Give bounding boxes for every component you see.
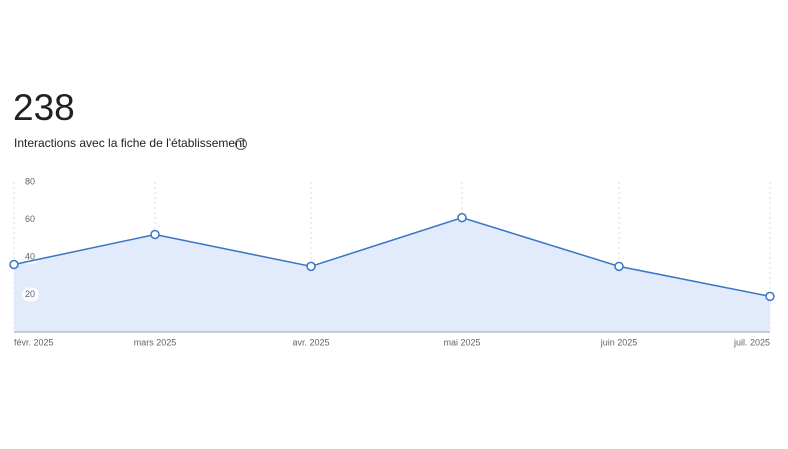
info-icon[interactable] <box>235 138 247 150</box>
x-tick-label: mai 2025 <box>443 337 480 347</box>
y-tick-label: 80 <box>25 176 35 186</box>
point <box>765 291 775 302</box>
x-tick-label: mars 2025 <box>134 337 177 347</box>
y-tick-label: 40 <box>25 251 35 261</box>
x-tick-label: juil. 2025 <box>733 337 770 347</box>
y-tick-bg <box>22 287 39 302</box>
point <box>150 229 160 240</box>
y-tick-bg <box>22 175 39 189</box>
y-tick-label: 20 <box>25 289 35 299</box>
y-tick-bg <box>22 212 39 227</box>
point <box>306 261 316 272</box>
point <box>457 212 467 223</box>
x-tick-label: juin 2025 <box>600 337 638 347</box>
point <box>9 259 19 270</box>
area <box>14 217 770 332</box>
chart-title: Interactions avec la fiche de l'établiss… <box>14 136 246 150</box>
y-tick-label: 60 <box>25 214 35 224</box>
point <box>614 261 624 272</box>
total: 238 <box>13 87 75 128</box>
x-tick-label: févr. 2025 <box>14 337 54 347</box>
line <box>13 216 771 298</box>
x-tick-label: avr. 2025 <box>292 337 329 347</box>
